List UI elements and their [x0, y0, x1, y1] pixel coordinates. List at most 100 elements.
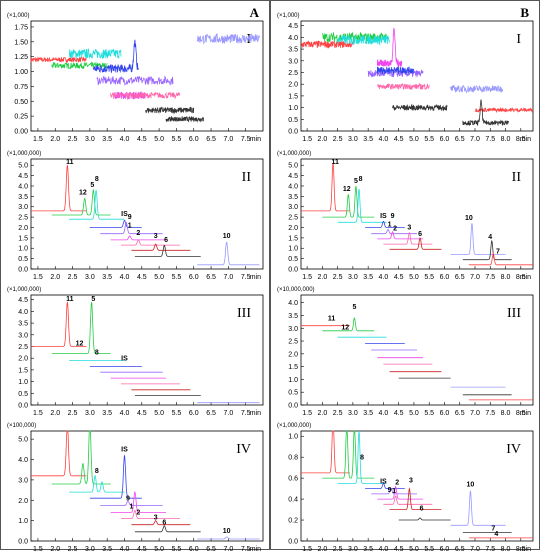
- x-tick-label: 3.0: [348, 546, 358, 551]
- peak-label: 5: [352, 304, 356, 311]
- y-tick-label: 1.0: [18, 379, 28, 386]
- y-tick-label: 0.6: [288, 476, 298, 483]
- subplot-b-iv: (×1,000,000) IV 0.0 0.2 0.4 0.6 0.8 1.0 1.5 2.0 2.…: [277, 423, 534, 553]
- y-tick-label: 0.5: [18, 391, 28, 398]
- plot-frame: [30, 20, 264, 132]
- trace-blue: [376, 66, 415, 75]
- x-tick-label: 1.5: [33, 410, 43, 417]
- x-tick-label: 7.0: [224, 546, 234, 551]
- trace-black: [462, 239, 512, 261]
- y-tick-label: 0.4: [288, 497, 298, 504]
- x-tick-label: 3.5: [363, 274, 373, 281]
- y-tick-label: 3.5: [288, 194, 298, 201]
- x-tick-label: 5.5: [424, 410, 434, 417]
- peak-label: 5: [354, 178, 358, 185]
- trace-pink: [110, 91, 181, 100]
- peak-label: 5: [90, 182, 94, 189]
- peak-label: 12: [343, 186, 351, 193]
- trace-magenta: [376, 27, 403, 68]
- peak-label: 2: [136, 230, 140, 237]
- peak-label: 6: [164, 237, 168, 244]
- y-tick-label: 2.5: [18, 215, 28, 222]
- y-tick-label: 3.0: [288, 204, 298, 211]
- x-tick-label: 6.5: [455, 274, 465, 281]
- trace-purple: [100, 500, 163, 506]
- subplot-roman-label: II: [512, 170, 522, 185]
- x-tick-label: 7.0: [470, 274, 480, 281]
- x-tick-label: 6.5: [206, 410, 216, 417]
- x-tick-label: 1.5: [302, 410, 312, 417]
- x-tick-label: 2.0: [318, 410, 328, 417]
- x-tick-label: 6.0: [440, 274, 450, 281]
- x-tick-label: 6.5: [206, 274, 216, 281]
- subplot-a-i: (×1,000) I 0.00 0.25 0.50 0.75 1.00 1.25 1.50 1.7…: [7, 13, 264, 143]
- peak-label: IS: [380, 213, 387, 220]
- trace-darkred: [389, 487, 442, 511]
- y-tick-label: 1.0: [288, 377, 298, 384]
- trace-red: [468, 252, 533, 266]
- x-unit-label: min: [250, 136, 261, 143]
- trace-cyan: [68, 47, 122, 60]
- y-tick-label: 2.5: [288, 70, 298, 77]
- y-tick-label: 4.0: [288, 183, 298, 190]
- x-tick-label: 5.0: [154, 274, 164, 281]
- subplot-b-i: (×1,000) I 0.0 0.5 1.0 1.5 2.0 2.5 3.0 3.5 4.0 4.5 1…: [277, 13, 534, 143]
- peak-label: 7: [496, 248, 500, 255]
- x-tick-label: 7.5: [241, 136, 251, 143]
- x-tick-label: 1.5: [33, 136, 43, 143]
- x-tick-label: 1.5: [33, 546, 43, 551]
- x-tick-label: 1.5: [302, 136, 312, 143]
- y-tick-label: 2.0: [288, 351, 298, 358]
- scale-label: (×100,000): [7, 423, 36, 429]
- y-tick-label: 3.5: [18, 194, 28, 201]
- y-tick-label: 0.5: [288, 117, 298, 124]
- x-tick-label: 5.5: [424, 274, 434, 281]
- y-tick-label: 3.5: [288, 313, 298, 320]
- y-tick-label: 0.50: [14, 99, 28, 106]
- trace-green: [51, 188, 111, 216]
- x-tick-label: 5.5: [424, 546, 434, 551]
- peak-label: 11: [331, 159, 339, 166]
- peak-label: 9: [128, 214, 132, 221]
- trace-purple: [96, 75, 174, 87]
- subplot-roman-label: I: [246, 32, 251, 47]
- y-tick-label: 1.5: [288, 364, 298, 371]
- subplot-b-ii: (×1,000,000) II 0.0 0.5 1.0 1.5 2.0 2.5 3.0 3.5 4.…: [277, 151, 534, 281]
- y-tick-label: 3.5: [18, 321, 28, 328]
- x-unit-label: min: [250, 274, 261, 281]
- peak-label: 2: [393, 226, 397, 233]
- trace-black: [165, 115, 205, 123]
- x-tick-label: 3.5: [363, 546, 373, 551]
- peak-label: IS: [121, 211, 128, 218]
- peak-label: 8: [95, 468, 99, 475]
- trace-lightpurple: [196, 32, 260, 45]
- x-tick-label: 2.5: [333, 546, 343, 551]
- x-tick-label: 2.5: [68, 136, 78, 143]
- y-tick-label: 2.0: [18, 498, 28, 505]
- x-tick-label: 8.0: [501, 546, 511, 551]
- trace-red: [31, 165, 87, 212]
- x-tick-label: 6.5: [455, 410, 465, 417]
- y-tick-label: 1.0: [18, 246, 28, 253]
- x-unit-label: min: [520, 274, 531, 281]
- x-tick-label: 7.5: [241, 274, 251, 281]
- y-tick-label: 1.00: [14, 69, 28, 76]
- y-tick-label: 3.0: [18, 477, 28, 484]
- x-tick-label: 7.0: [224, 274, 234, 281]
- subplot-a-ii: (×1,000,000) II 0.0 0.5 1.0 1.5 2.0 2.5 3.0 3.5 4.…: [7, 151, 264, 281]
- y-tick-label: 3.0: [18, 204, 28, 211]
- trace-blue: [365, 482, 405, 490]
- trace-lightpurple: [197, 241, 260, 266]
- peak-label: 10: [467, 482, 475, 489]
- y-tick-label: 2.0: [288, 82, 298, 89]
- x-unit-label: min: [250, 410, 261, 417]
- peak-label: 8: [95, 176, 99, 183]
- x-tick-label: 2.0: [318, 546, 328, 551]
- trace-pink: [383, 231, 433, 245]
- x-tick-label: 5.5: [172, 274, 182, 281]
- trace-blue: [89, 219, 142, 228]
- x-tick-label: 4.0: [120, 410, 130, 417]
- x-tick-label: 2.0: [50, 274, 60, 281]
- y-tick-label: 0.0: [288, 129, 298, 136]
- y-tick-label: 0.5: [18, 256, 28, 263]
